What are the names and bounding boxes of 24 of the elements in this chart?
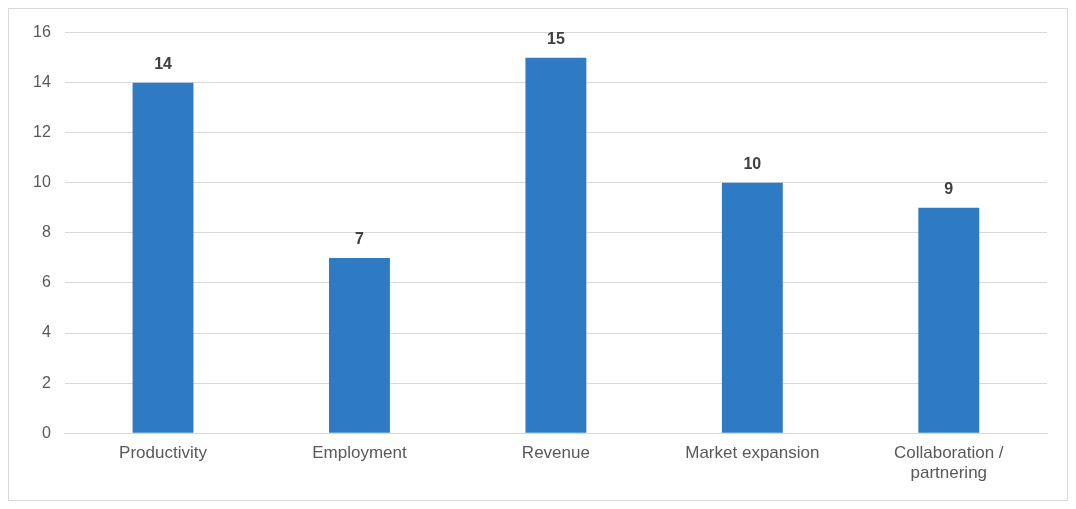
x-tick-label: Revenue	[521, 443, 590, 463]
data-label: 10	[743, 155, 762, 173]
bar	[329, 257, 390, 433]
x-tick-label: Collaboration / partnering	[893, 443, 1004, 483]
y-tick-label: 10	[33, 173, 51, 191]
x-tick-label: Market expansion	[685, 443, 820, 463]
bar	[132, 82, 194, 433]
y-tick-label: 6	[41, 273, 51, 291]
y-tick-label: 16	[33, 23, 51, 41]
y-tick-label: 12	[33, 123, 51, 141]
y-tick-label: 14	[33, 73, 51, 91]
y-tick-label: 4	[41, 323, 51, 341]
y-tick-label: 2	[41, 373, 51, 391]
y-tick-label: 8	[41, 223, 51, 241]
y-tick-label: 0	[41, 423, 51, 441]
bar	[525, 57, 587, 433]
x-tick-label: Productivity	[119, 443, 208, 463]
bar	[721, 182, 783, 433]
x-tick-label: Employment	[312, 443, 407, 463]
data-label: 7	[355, 230, 364, 248]
data-label: 9	[944, 180, 954, 198]
data-label: 15	[547, 30, 565, 48]
bar	[918, 207, 980, 433]
data-label: 14	[154, 55, 173, 73]
